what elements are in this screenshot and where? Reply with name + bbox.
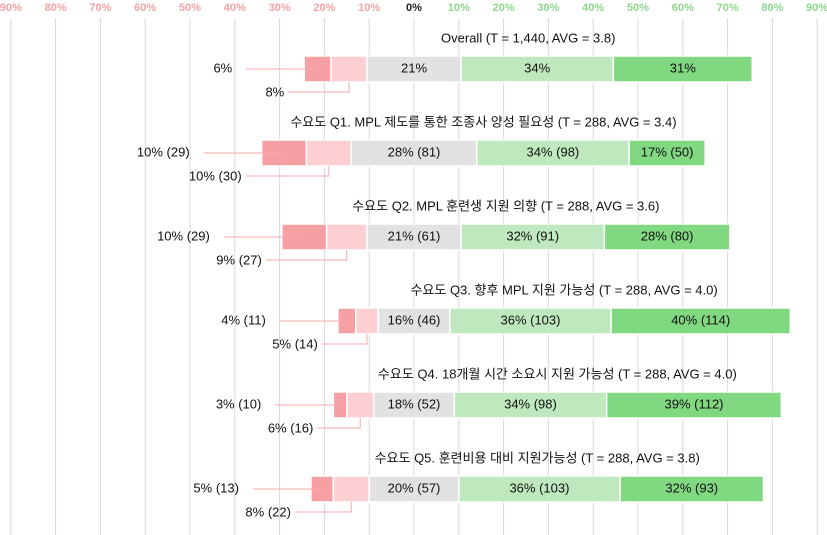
negative-leader-line xyxy=(245,166,330,177)
negative-label: 6% (16) xyxy=(268,420,314,435)
strong-positive-label: 39% (112) xyxy=(664,396,723,411)
positive-bar xyxy=(449,307,612,335)
strong-negative-label: 10% (29) xyxy=(137,144,190,159)
negative-bar xyxy=(332,475,370,503)
neutral-label: 16% (46) xyxy=(388,312,441,327)
x-tick-label: 20% xyxy=(313,2,335,14)
x-tick-label: 80% xyxy=(45,2,67,14)
grid-layer xyxy=(10,18,818,535)
neutral-label: 21% (61) xyxy=(388,228,441,243)
x-tick-label: 70% xyxy=(717,2,739,14)
x-tick-label: 70% xyxy=(89,2,111,14)
chart-row: 수요도 Q4. 18개월 시간 소요시 지원 가능성 (T = 288, AVG… xyxy=(216,366,783,435)
negative-leader-line xyxy=(321,334,368,345)
strong-positive-bar xyxy=(603,223,731,251)
x-tick-label: 90% xyxy=(0,2,22,14)
negative-label: 10% (30) xyxy=(189,168,242,183)
row-title: 수요도 Q4. 18개월 시간 소요시 지원 가능성 (T = 288, AVG… xyxy=(378,366,737,381)
positive-label: 34% (98) xyxy=(527,144,580,159)
neutral-bar xyxy=(372,391,456,419)
strong-positive-bar xyxy=(605,391,783,419)
neutral-bar xyxy=(377,307,451,335)
positive-label: 36% (103) xyxy=(500,312,560,327)
neutral-label: 21% xyxy=(401,60,427,75)
positive-bar xyxy=(453,391,608,419)
negative-leader-line xyxy=(288,82,350,93)
strong-positive-label: 17% (50) xyxy=(641,144,694,159)
chart-row: 수요도 Q5. 훈련비용 대비 지원가능성 (T = 288, AVG = 3.… xyxy=(193,450,765,519)
chart-row: Overall (T = 1,440, AVG = 3.8) 21% 34% 31% 6… xyxy=(213,30,753,99)
negative-label: 9% (27) xyxy=(216,252,262,267)
x-tick-label: 20% xyxy=(493,2,515,14)
negative-leader-line xyxy=(265,250,348,261)
x-tick-label: 50% xyxy=(179,2,201,14)
strong-positive-bar xyxy=(628,139,706,167)
strong-positive-bar xyxy=(610,307,792,335)
x-tick-label: 40% xyxy=(582,2,604,14)
row-title: 수요도 Q3. 향후 MPL 지원 가능성 (T = 288, AVG = 4.… xyxy=(410,282,717,297)
neutral-label: 28% (81) xyxy=(388,144,441,159)
strong-negative-bar xyxy=(281,223,328,251)
strong-negative-label: 6% xyxy=(213,60,232,75)
x-tick-label: 0% xyxy=(406,2,422,14)
strong-negative-label: 10% (29) xyxy=(157,228,210,243)
neutral-bar xyxy=(350,139,478,167)
x-tick-label: 10% xyxy=(358,2,380,14)
chart-row: 수요도 Q3. 향후 MPL 지원 가능성 (T = 288, AVG = 4.… xyxy=(221,282,792,351)
chart-row: 수요도 Q1. MPL 제도를 통한 조종사 양성 필요성 (T = 288, … xyxy=(137,114,706,183)
positive-bar xyxy=(460,55,615,83)
positive-bar xyxy=(458,475,621,503)
row-title: 수요도 Q2. MPL 훈련생 지원 의향 (T = 288, AVG = 3.… xyxy=(352,198,659,213)
neutral-label: 20% (57) xyxy=(388,480,441,495)
positive-label: 34% xyxy=(524,60,550,75)
negative-bar xyxy=(305,139,353,167)
x-tick-label: 10% xyxy=(448,2,470,14)
neutral-bar xyxy=(366,223,462,251)
strong-positive-label: 28% (80) xyxy=(641,228,694,243)
negative-label: 5% (14) xyxy=(272,336,318,351)
strong-positive-bar xyxy=(619,475,765,503)
x-tick-label: 60% xyxy=(134,2,156,14)
x-tick-label: 80% xyxy=(761,2,783,14)
neutral-bar xyxy=(366,55,462,83)
negative-label: 8% xyxy=(265,84,284,99)
row-title: Overall (T = 1,440, AVG = 3.8) xyxy=(441,30,615,45)
positive-label: 32% (91) xyxy=(506,228,559,243)
negative-bar xyxy=(346,391,375,419)
strong-positive-label: 40% (114) xyxy=(671,312,730,327)
positive-label: 36% (103) xyxy=(509,480,569,495)
x-tick-label: 50% xyxy=(627,2,649,14)
row-title: 수요도 Q5. 훈련비용 대비 지원가능성 (T = 288, AVG = 3.… xyxy=(375,450,700,465)
strong-negative-label: 5% (13) xyxy=(193,480,239,495)
row-title: 수요도 Q1. MPL 제도를 통한 조종사 양성 필요성 (T = 288, … xyxy=(290,114,676,129)
negative-label: 8% (22) xyxy=(245,504,291,519)
neutral-label: 18% (52) xyxy=(388,396,441,411)
x-tick-label: 30% xyxy=(269,2,291,14)
strong-positive-label: 32% (93) xyxy=(665,480,718,495)
chart-row: 수요도 Q2. MPL 훈련생 지원 의향 (T = 288, AVG = 3.… xyxy=(157,198,731,267)
x-axis-ticks: 90% 80% 70% 60% 50% 40% 30% 20% 10% 0% 10% 20% 30% 40… xyxy=(0,2,827,14)
positive-bar xyxy=(475,139,630,167)
positive-label: 34% (98) xyxy=(504,396,557,411)
chart-rows: Overall (T = 1,440, AVG = 3.8) 21% 34% 31% 6… xyxy=(137,30,792,519)
negative-leader-line xyxy=(294,502,352,513)
x-tick-label: 60% xyxy=(672,2,694,14)
strong-negative-label: 4% (11) xyxy=(221,312,266,327)
strong-negative-label: 3% (10) xyxy=(216,396,262,411)
negative-leader-line xyxy=(317,418,361,429)
strong-positive-bar xyxy=(612,55,753,83)
negative-bar xyxy=(325,223,368,251)
negative-bar xyxy=(330,55,368,83)
strong-positive-label: 31% xyxy=(670,60,696,75)
x-tick-label: 90% xyxy=(806,2,827,14)
x-tick-label: 40% xyxy=(224,2,246,14)
negative-bar xyxy=(355,307,379,335)
x-tick-label: 30% xyxy=(537,2,559,14)
